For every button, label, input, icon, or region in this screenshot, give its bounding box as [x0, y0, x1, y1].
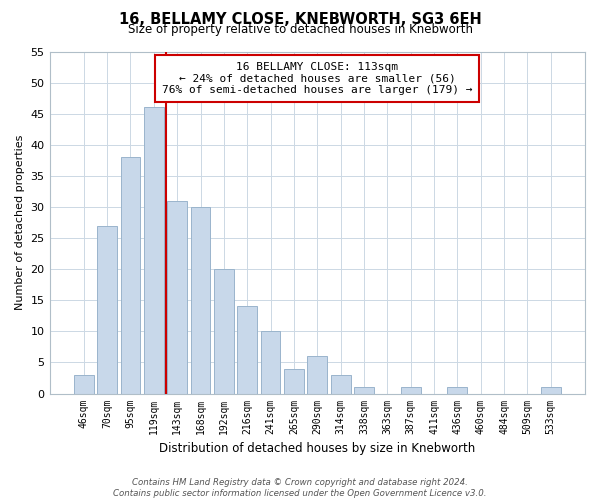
- Bar: [167, 201, 187, 394]
- Bar: [97, 226, 117, 394]
- Bar: [74, 375, 94, 394]
- Text: 16, BELLAMY CLOSE, KNEBWORTH, SG3 6EH: 16, BELLAMY CLOSE, KNEBWORTH, SG3 6EH: [119, 12, 481, 28]
- Y-axis label: Number of detached properties: Number of detached properties: [15, 135, 25, 310]
- Bar: [448, 388, 467, 394]
- Bar: [331, 375, 350, 394]
- Bar: [541, 388, 560, 394]
- Text: 16 BELLAMY CLOSE: 113sqm
← 24% of detached houses are smaller (56)
76% of semi-d: 16 BELLAMY CLOSE: 113sqm ← 24% of detach…: [162, 62, 473, 95]
- Text: Size of property relative to detached houses in Knebworth: Size of property relative to detached ho…: [128, 24, 473, 36]
- Bar: [354, 388, 374, 394]
- Bar: [260, 332, 280, 394]
- Text: Contains HM Land Registry data © Crown copyright and database right 2024.
Contai: Contains HM Land Registry data © Crown c…: [113, 478, 487, 498]
- Bar: [284, 368, 304, 394]
- Bar: [144, 108, 164, 394]
- Bar: [401, 388, 421, 394]
- Bar: [214, 269, 234, 394]
- Bar: [191, 207, 211, 394]
- Bar: [307, 356, 327, 394]
- Bar: [121, 157, 140, 394]
- Bar: [238, 306, 257, 394]
- X-axis label: Distribution of detached houses by size in Knebworth: Distribution of detached houses by size …: [159, 442, 475, 455]
